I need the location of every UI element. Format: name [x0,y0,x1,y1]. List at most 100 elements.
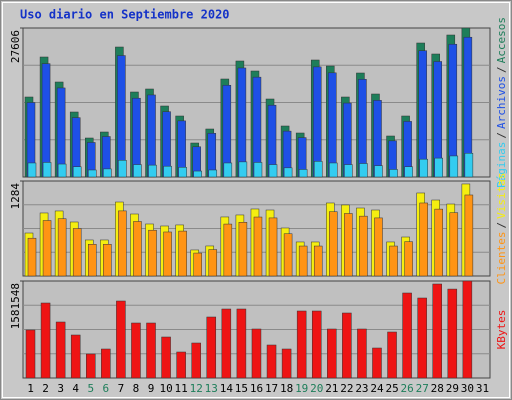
bar [25,329,36,379]
bar [146,322,156,379]
bar [163,231,172,277]
bar [161,336,171,379]
bar [103,244,112,277]
y-tick-label: 1581548 [9,283,22,329]
bar [57,218,67,277]
bar [42,162,52,178]
bar [298,169,308,178]
bar [72,228,82,277]
bar [268,217,278,277]
bar [253,162,263,178]
bar [328,72,337,178]
bar [344,164,353,178]
bar [116,300,126,379]
bar [296,310,307,379]
bar [389,245,398,277]
legend-entry: Clientes [495,232,508,285]
bar [223,162,233,178]
bar [281,348,292,379]
bar [70,334,81,379]
bar [238,161,248,178]
legend-entry: Páginas [495,142,508,188]
bar [178,230,187,277]
x-tick-label: 29 [446,382,459,395]
legend-entry: Archivos [495,76,508,129]
bar [434,208,443,277]
x-tick-label: 18 [280,382,293,395]
bar [313,245,323,277]
bar [176,351,186,379]
bar [193,170,202,178]
legend: KBytes [495,310,508,350]
bar [56,87,66,178]
bar [147,94,156,178]
x-tick-label: 12 [190,382,203,395]
x-tick-label: 7 [118,382,125,395]
x-tick-label: 9 [148,382,155,395]
bar [208,169,218,178]
x-tick-label: 3 [57,382,64,395]
bar [329,211,338,277]
bar [266,344,277,379]
bar [148,229,157,277]
bar [342,312,352,379]
x-tick-label: 17 [265,382,278,395]
bar [117,55,126,178]
bar [253,216,263,277]
bar [88,169,97,178]
bar [374,217,383,277]
bar [133,221,142,277]
x-tick-label: 25 [385,382,398,395]
bar [462,280,473,379]
x-tick-label: 23 [355,382,368,395]
bar [358,79,367,178]
x-tick-label: 4 [72,382,79,395]
x-tick-label: 8 [133,382,140,395]
bar [223,223,233,277]
bar [359,215,368,277]
bar [118,160,127,178]
x-tick-label: 16 [250,382,263,395]
legend-entry: KBytes [495,310,508,350]
bar [434,157,443,178]
bar [389,169,398,178]
bar [101,348,111,379]
x-tick-label: 11 [175,382,188,395]
bar [418,50,427,178]
x-tick-label: 21 [325,382,338,395]
x-tick-label: 10 [159,382,172,395]
bar [208,249,218,277]
bar [404,241,413,277]
bar [118,210,127,277]
bar [359,163,368,178]
bar [72,166,82,178]
legend-separator: / [495,222,508,229]
x-tick-label: 30 [461,382,474,395]
bar [163,165,172,178]
bar [447,288,458,379]
x-tick-label: 5 [87,382,94,395]
bar [238,222,248,277]
bar [402,292,412,379]
bar [419,158,428,178]
bar [374,165,383,178]
bar [357,328,367,379]
bar [103,168,112,178]
bar [40,302,51,379]
bar [41,63,51,178]
x-tick-label: 22 [340,382,353,395]
x-tick-label: 19 [295,382,308,395]
bar [372,347,382,379]
legend: Páginas / Archivos / Accesos [495,17,508,188]
bar [298,245,308,277]
bar [432,283,442,379]
x-tick-label: 20 [310,382,323,395]
x-tick-label: 2 [42,382,49,395]
bar [252,76,262,178]
bar [221,308,232,379]
bar [283,233,293,277]
bar [88,244,97,277]
bar [312,66,322,178]
y-tick-label: 27606 [9,30,22,63]
bar [464,153,474,178]
